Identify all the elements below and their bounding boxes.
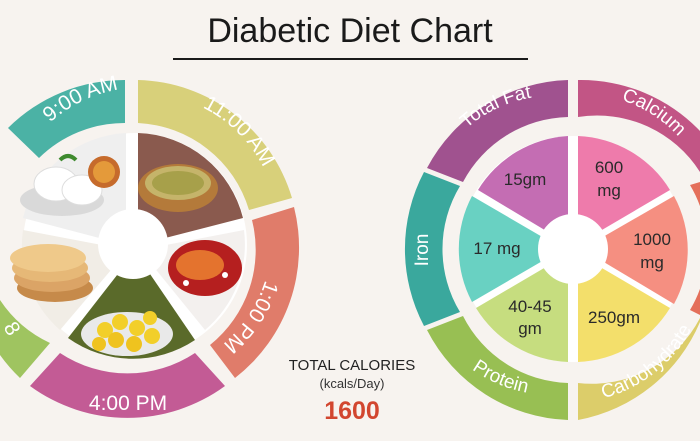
total-calories-value: 1600 <box>324 397 380 425</box>
nutrient-ring: Total Fat Calcium Carbohydrate Protein I… <box>404 79 700 420</box>
total-calories-label: TOTAL CALORIES <box>288 357 416 374</box>
food-wheel-hub <box>98 209 168 279</box>
fish-curry-icon <box>168 240 242 296</box>
nutrient-name-iron: Iron <box>412 234 433 267</box>
chapati-icon <box>10 244 93 302</box>
ring-segment-carbohydrate <box>578 318 700 420</box>
meal-ring: 9:00 AM 11:00 AM 1:00 PM 4:00 PM 8 <box>0 72 300 418</box>
ring-segment-protein <box>427 316 568 420</box>
nutrient-slice-protein <box>476 254 568 362</box>
nutrient-value-iron: 17 mg <box>473 239 520 258</box>
ring-segment-11am <box>138 80 292 210</box>
nutrient-value-protein-unit: gm <box>518 319 542 338</box>
title-underline <box>173 58 528 60</box>
nutrient-wheel-hub <box>538 214 608 284</box>
page-title: Diabetic Diet Chart <box>207 12 493 50</box>
ring-segment-8pm <box>0 300 50 378</box>
nutrient-wheel: 15gm 600 mg 1000 mg 250gm 40-45 gm 17 mg <box>458 136 688 362</box>
sprouts-icon <box>138 164 218 212</box>
jackfruit-icon <box>81 311 173 356</box>
nutrient-value-right-number: 1000 <box>633 230 671 249</box>
nutrient-slice-calcium <box>578 136 670 244</box>
nutrient-value-carbohydrate: 250gm <box>588 308 640 327</box>
total-calories-unit: (kcals/Day) <box>319 376 385 391</box>
nutrient-slice-iron <box>458 196 563 302</box>
nutrient-value-total-fat: 15gm <box>504 170 547 189</box>
nutrient-value-protein-number: 40-45 <box>508 297 551 316</box>
ring-segment-4pm <box>30 353 225 418</box>
nutrient-slice-total-fat <box>478 136 568 244</box>
meal-time-4pm: 4:00 PM <box>89 392 167 415</box>
nutrient-value-calcium-unit: mg <box>597 181 621 200</box>
ring-segment-1pm <box>210 207 300 378</box>
idli-icon <box>20 154 120 216</box>
ring-segment-9am <box>8 79 125 158</box>
ring-segment-calcium <box>578 79 700 172</box>
nutrient-value-calcium-number: 600 <box>595 158 623 177</box>
nutrient-value-right-unit: mg <box>640 253 664 272</box>
nutrient-slice-right <box>582 196 688 304</box>
food-wheel <box>10 133 247 359</box>
ring-segment-iron <box>404 172 460 326</box>
nutrient-slice-carbohydrate <box>578 254 670 362</box>
ring-segment-right <box>690 182 700 315</box>
ring-segment-total-fat <box>427 80 568 182</box>
